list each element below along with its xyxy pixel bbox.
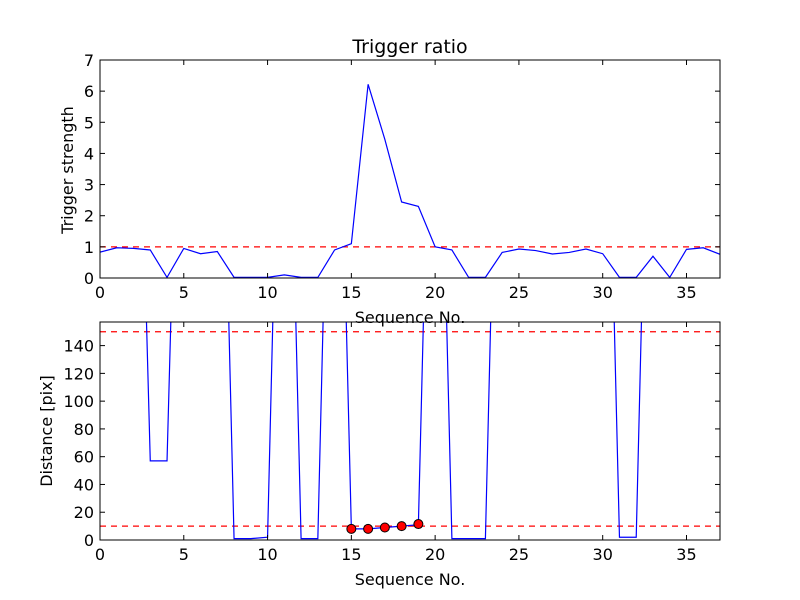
bottom-xtick-label: 5: [179, 545, 189, 564]
top-plot-area: [100, 84, 720, 278]
bottom-xtick-label: 15: [341, 545, 361, 564]
bottom-chart-xlabel: Sequence No.: [355, 570, 466, 589]
bottom-axes-frame: [99, 321, 721, 541]
bottom-xtick-label: 30: [593, 545, 613, 564]
bottom-xtick-label: 10: [257, 545, 277, 564]
top-chart-ylabel: Trigger strength: [58, 106, 77, 235]
bottom-ytick-label: 40: [74, 475, 94, 494]
top-ytick-label: 1: [84, 238, 94, 257]
top-xtick-label: 5: [179, 283, 189, 302]
top-ytick-label: 2: [84, 207, 94, 226]
top-ytick-label: 5: [84, 113, 94, 132]
bottom-xtick-label: 35: [676, 545, 696, 564]
bottom-ytick-label: 0: [84, 531, 94, 550]
top-xtick-label: 0: [95, 283, 105, 302]
bottom-xtick-label: 20: [425, 545, 445, 564]
top-axes-frame: [99, 59, 721, 279]
top-ytick-label: 4: [84, 144, 94, 163]
top-ytick-label: 7: [84, 51, 94, 70]
bottom-chart-ylabel: Distance [pix]: [37, 375, 56, 487]
bottom-plot-area: [100, 322, 720, 540]
top-series-line-0: [100, 84, 720, 278]
bottom-ytick-label: 20: [74, 503, 94, 522]
bottom-marker-point: [413, 519, 424, 530]
top-chart-xlabel: Sequence No.: [355, 308, 466, 327]
bottom-xtick-label: 25: [509, 545, 529, 564]
bottom-marker-point: [363, 523, 374, 534]
bottom-marker-point: [346, 523, 357, 534]
top-ytick-label: 6: [84, 82, 94, 101]
top-chart-title: Trigger ratio: [351, 36, 467, 58]
top-xtick-label: 10: [257, 283, 277, 302]
bottom-series-line-0: [145, 322, 643, 540]
top-xtick-label: 20: [425, 283, 445, 302]
top-xtick-label: 25: [509, 283, 529, 302]
top-xtick-label: 35: [676, 283, 696, 302]
distance-plot: 0 5 10 15 20 25 30 35 0 20 40 60 80 100 120 140: [63, 321, 721, 564]
bottom-ytick-label: 80: [74, 420, 94, 439]
top-xtick-label: 30: [593, 283, 613, 302]
bottom-marker-point: [379, 522, 390, 533]
bottom-ytick-label: 140: [63, 337, 94, 356]
bottom-xtick-label: 0: [95, 545, 105, 564]
bottom-ytick-label: 60: [74, 448, 94, 467]
top-ytick-label: 0: [84, 269, 94, 288]
trigger-strength-plot: 0 5 10 15 20 25 30 35 0 1 2 3 4 5 6 7: [84, 51, 721, 302]
bottom-ytick-label: 100: [63, 392, 94, 411]
bottom-marker-point: [396, 521, 407, 532]
top-xtick-label: 15: [341, 283, 361, 302]
top-ytick-label: 3: [84, 176, 94, 195]
bottom-ytick-label: 120: [63, 364, 94, 383]
